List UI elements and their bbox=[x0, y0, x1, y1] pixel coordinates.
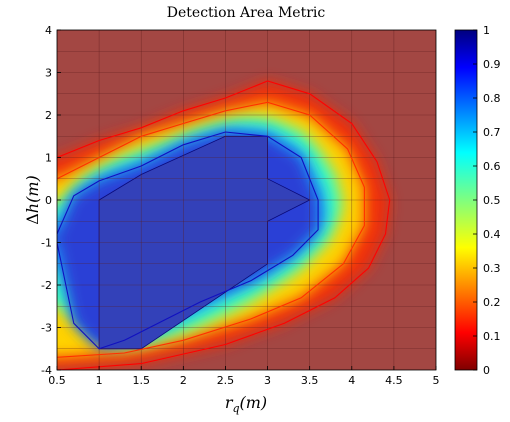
y-tick-label: -3 bbox=[41, 322, 52, 335]
y-axis-label: Δh(m) bbox=[23, 175, 42, 225]
colorbar-tick-label: 0.5 bbox=[483, 194, 501, 207]
x-axis-label: rq(m) bbox=[225, 393, 267, 415]
heatmap-layer bbox=[57, 81, 390, 370]
y-tick-label: 2 bbox=[45, 109, 52, 122]
contour-line-0.05 bbox=[57, 101, 365, 358]
x-tick-label: 3 bbox=[264, 374, 271, 387]
x-tick-label: 1.5 bbox=[132, 374, 150, 387]
colorbar-tick-label: 0.9 bbox=[483, 58, 501, 71]
y-tick-label: 3 bbox=[45, 67, 52, 80]
colorbar-tick-label: 1 bbox=[483, 24, 490, 37]
colorbar-ticks: 0 0.1 0.2 0.3 0.4 0.5 0.6 0.7 0.8 0.9 1 bbox=[473, 24, 501, 377]
chart-title: Detection Area Metric bbox=[167, 5, 326, 21]
colorbar-tick-label: 0.6 bbox=[483, 160, 501, 173]
y-tick-label: 4 bbox=[45, 24, 52, 37]
x-tick-label: 0.5 bbox=[48, 374, 66, 387]
x-tick-label: 4.5 bbox=[385, 374, 403, 387]
contour-line-0 bbox=[57, 80, 391, 370]
colorbar-tick-label: 0.8 bbox=[483, 92, 501, 105]
x-tick-label: 3.5 bbox=[301, 374, 319, 387]
x-tick-label: 5 bbox=[433, 374, 440, 387]
y-tick-label: -2 bbox=[41, 279, 52, 292]
contour-line-0.95 bbox=[57, 131, 319, 350]
colorbar-tick-label: 0.3 bbox=[483, 262, 501, 275]
x-tick-label: 4 bbox=[348, 374, 355, 387]
x-axis-ticks: 0.5 1 1.5 2 2.5 3 3.5 4 4.5 5 bbox=[48, 366, 440, 387]
y-tick-label: 1 bbox=[45, 152, 52, 165]
y-tick-label: -1 bbox=[41, 237, 52, 250]
y-tick-label: 0 bbox=[45, 194, 52, 207]
colorbar-tick-label: 0.7 bbox=[483, 126, 501, 139]
x-tick-label: 2 bbox=[180, 374, 187, 387]
x-tick-label: 1 bbox=[96, 374, 103, 387]
contour-lines bbox=[57, 80, 391, 370]
colorbar-tick-label: 0 bbox=[483, 364, 490, 377]
colorbar-tick-label: 0.2 bbox=[483, 296, 501, 309]
colorbar-tick-label: 0.1 bbox=[483, 330, 501, 343]
y-tick-label: -4 bbox=[41, 364, 52, 377]
colorbar-tick-label: 0.4 bbox=[483, 228, 501, 241]
grid-lines bbox=[57, 30, 436, 370]
y-axis-ticks: -4 -3 -2 -1 0 1 2 3 4 bbox=[41, 24, 61, 377]
x-tick-label: 2.5 bbox=[217, 374, 235, 387]
